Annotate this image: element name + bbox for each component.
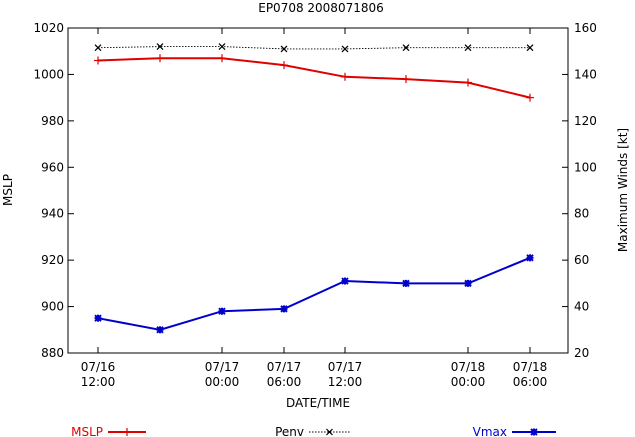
x-axis-label: DATE/TIME xyxy=(286,396,350,410)
legend-marker-vmax xyxy=(530,428,538,436)
mslp-point xyxy=(464,78,472,87)
right-tick-label: 120 xyxy=(574,114,597,128)
left-axis: 880 900 920 940 960 980 1000 1020 xyxy=(33,21,568,360)
legend-marker-mslp xyxy=(123,428,131,436)
right-axis: 20 40 60 80 100 120 140 160 xyxy=(574,21,597,360)
plot-frame xyxy=(67,27,569,354)
mslp-point xyxy=(280,61,288,70)
penv-point xyxy=(94,44,102,52)
vmax-line xyxy=(97,256,531,331)
right-tick-label: 80 xyxy=(574,207,589,221)
penv-point xyxy=(156,43,164,50)
right-tick-label: 160 xyxy=(574,21,597,35)
vmax-point xyxy=(464,279,472,288)
left-tick-label: 880 xyxy=(41,346,64,360)
series-group xyxy=(94,43,534,334)
legend-label-vmax: Vmax xyxy=(473,425,507,437)
x-tick-label-date: 07/17 xyxy=(328,360,363,374)
penv-point xyxy=(280,45,288,53)
right-tick-label: 100 xyxy=(574,160,597,174)
right-tick-label: 140 xyxy=(574,67,597,81)
x-tick-label-date: 07/18 xyxy=(451,360,486,374)
vmax-point xyxy=(94,314,102,322)
legend-marker-penv xyxy=(326,428,333,436)
vmax-point xyxy=(526,254,534,262)
penv-point xyxy=(402,44,410,52)
vmax-point xyxy=(402,279,410,288)
y-axis-label: MSLP xyxy=(1,174,15,206)
mslp-point xyxy=(218,54,226,63)
vmax-point xyxy=(280,305,288,313)
left-tick-label: 900 xyxy=(41,300,64,314)
x-tick-label-date: 07/16 xyxy=(81,360,116,374)
left-tick-label: 920 xyxy=(41,253,64,267)
left-tick-label: 940 xyxy=(41,207,64,221)
x-tick-label-time: 12:00 xyxy=(81,375,116,389)
penv-line xyxy=(97,46,530,50)
mslp-line xyxy=(97,57,531,99)
x-tick-label-date: 07/17 xyxy=(267,360,302,374)
x-tick-label-time: 00:00 xyxy=(451,375,486,389)
x-tick-label-time: 06:00 xyxy=(267,375,302,389)
penv-point xyxy=(218,43,226,50)
mslp-point xyxy=(156,54,164,63)
right-tick-label: 60 xyxy=(574,253,589,267)
mslp-point xyxy=(526,93,534,102)
mslp-point xyxy=(402,75,410,84)
right-tick-label: 20 xyxy=(574,346,589,360)
x-axis: 07/1612:0007/1700:0007/1706:0007/1712:00… xyxy=(81,28,548,389)
x-tick-label-time: 00:00 xyxy=(205,375,240,389)
left-tick-label: 960 xyxy=(41,160,64,174)
right-tick-label: 40 xyxy=(574,300,589,314)
x-tick-label-time: 12:00 xyxy=(328,375,363,389)
penv-point xyxy=(464,44,472,52)
mslp-point xyxy=(94,56,102,65)
legend: MSLP Penv Vmax xyxy=(71,425,556,437)
left-tick-label: 1000 xyxy=(33,67,64,81)
left-tick-label: 1020 xyxy=(33,21,64,35)
penv-point xyxy=(526,44,534,52)
vmax-point xyxy=(156,326,164,334)
vmax-point xyxy=(341,277,349,285)
y2-axis-label: Maximum Winds [kt] xyxy=(616,128,630,252)
legend-label-penv: Penv xyxy=(275,425,304,437)
x-tick-label-time: 06:00 xyxy=(513,375,548,389)
x-tick-label-date: 07/18 xyxy=(513,360,548,374)
legend-label-mslp: MSLP xyxy=(71,425,103,437)
mslp-point xyxy=(341,72,349,81)
penv-point xyxy=(341,45,349,53)
left-tick-label: 980 xyxy=(41,114,64,128)
chart-title: EP0708 2008071806 xyxy=(258,1,384,15)
x-tick-label-date: 07/17 xyxy=(205,360,240,374)
vmax-point xyxy=(218,307,226,315)
